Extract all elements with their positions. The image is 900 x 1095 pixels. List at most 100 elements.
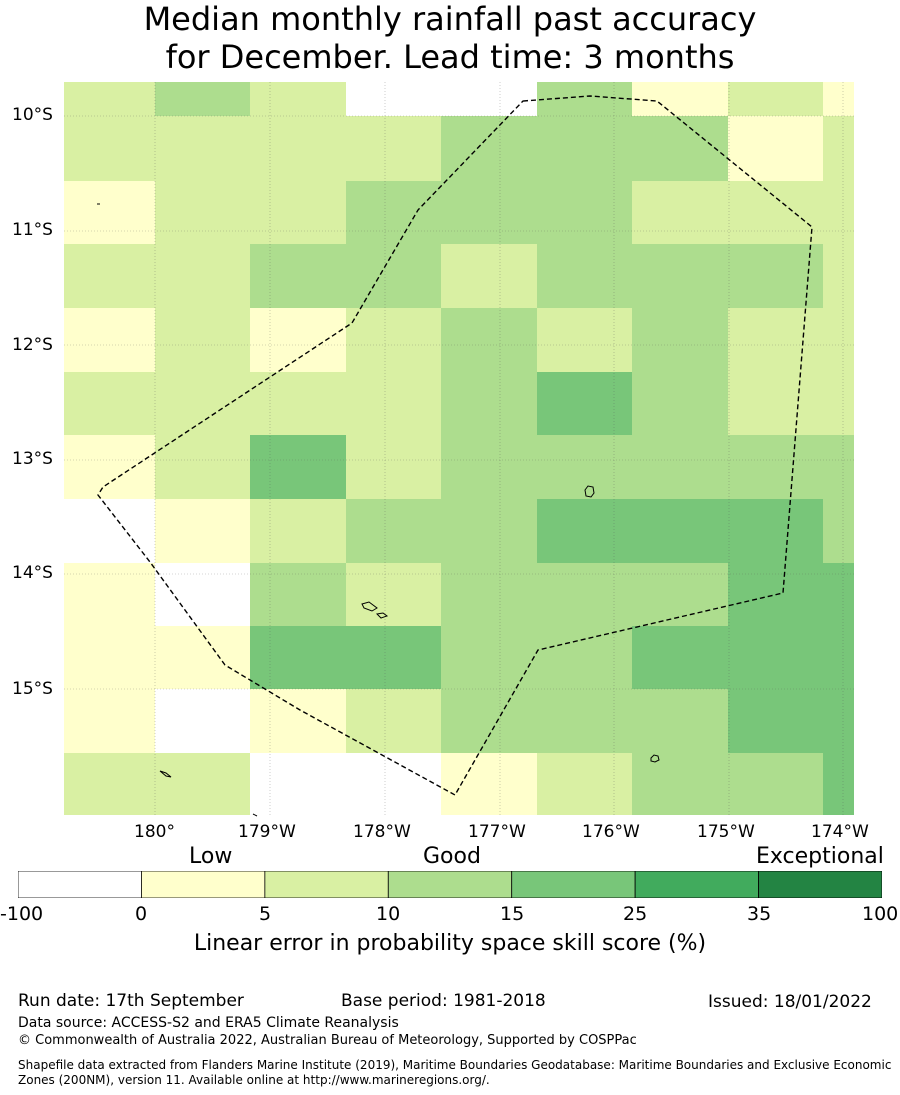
skill-cell (346, 689, 441, 753)
skill-cell (728, 181, 823, 244)
lat-label-10s: 10°S (12, 105, 53, 125)
lon-label-176w: 176°W (582, 822, 640, 842)
skill-cell (346, 372, 441, 435)
lat-label-15s: 15°S (12, 679, 53, 699)
skill-cell (155, 308, 250, 372)
skill-cell (537, 82, 632, 116)
island-swains (584, 485, 595, 498)
skill-cell (346, 626, 441, 689)
skill-cell (537, 181, 632, 244)
skill-cell (632, 181, 728, 244)
skill-cell (823, 499, 854, 563)
shapefile-credit-line-2: Zones (200NM), version 11. Available onl… (18, 1073, 490, 1087)
skill-cell (728, 435, 823, 499)
skill-cell (155, 435, 250, 499)
skill-cell (64, 435, 155, 499)
skill-cell (346, 181, 441, 244)
skill-cell (823, 626, 854, 689)
legend-swatch (511, 871, 636, 898)
skill-cell (346, 499, 441, 563)
legend-tick-0: 0 (135, 903, 148, 925)
skill-cell (728, 308, 823, 372)
skill-cell (441, 181, 537, 244)
skill-cell (537, 435, 632, 499)
skill-cell (250, 308, 346, 372)
skill-cell (632, 499, 728, 563)
lon-label-179w: 179°W (238, 822, 296, 842)
skill-cell (537, 116, 632, 181)
skill-cell (155, 499, 250, 563)
skill-cell (155, 689, 250, 753)
skill-cell (632, 308, 728, 372)
skill-cell (537, 244, 632, 308)
lon-label-174w: 174°W (811, 822, 869, 842)
skill-cell (441, 563, 537, 626)
skill-cell (64, 116, 155, 181)
title-line-1: Median monthly rainfall past accuracy (143, 0, 757, 38)
skill-cell (250, 563, 346, 626)
lat-label-14s: 14°S (12, 563, 53, 583)
skill-cell (155, 82, 250, 116)
skill-cell (250, 372, 346, 435)
run-date: Run date: 17th September (18, 991, 244, 1011)
lat-label-12s: 12°S (12, 335, 53, 355)
skill-cell (632, 753, 728, 815)
skill-cell (64, 563, 155, 626)
skill-cell (823, 82, 854, 116)
legend-tick-15: 15 (500, 903, 525, 925)
lat-label-11s: 11°S (12, 220, 53, 240)
copyright: © Commonwealth of Australia 2022, Austra… (18, 1033, 637, 1048)
skill-cell (64, 181, 155, 244)
skill-cell (823, 181, 854, 244)
skill-cell (155, 626, 250, 689)
skill-cell (64, 308, 155, 372)
skill-cell (537, 626, 632, 689)
skill-cell (728, 753, 823, 815)
legend-tick-25: 25 (623, 903, 648, 925)
eez-boundary (97, 95, 813, 796)
island-tokelau-west (159, 770, 172, 778)
skill-cell (250, 82, 346, 116)
map-title: Median monthly rainfall past accuracy fo… (0, 0, 900, 76)
legend-tick--100: -100 (0, 903, 44, 925)
skill-score-map (64, 82, 854, 817)
island-rose-atoll (650, 754, 660, 763)
graticule (64, 82, 854, 815)
skill-cell (728, 626, 823, 689)
skill-cell (250, 116, 346, 181)
skill-cell (346, 753, 441, 815)
skill-cell (823, 753, 854, 815)
skill-cell (537, 372, 632, 435)
legend-colorbar (18, 871, 882, 898)
skill-cell (250, 244, 346, 308)
skill-cell (823, 689, 854, 753)
skill-cell (346, 244, 441, 308)
skill-cell (250, 626, 346, 689)
skill-cell (441, 308, 537, 372)
legend-tick-10: 10 (376, 903, 401, 925)
skill-cell (632, 244, 728, 308)
island-south (252, 813, 258, 817)
skill-cell (441, 372, 537, 435)
skill-cell (441, 753, 537, 815)
lon-label-180: 180° (134, 822, 175, 842)
skill-cell (441, 499, 537, 563)
skill-cell (537, 689, 632, 753)
skill-grid (64, 82, 854, 815)
skill-cell (155, 181, 250, 244)
skill-cell (250, 753, 346, 815)
title-line-2: for December. Lead time: 3 months (165, 38, 735, 76)
skill-cell (155, 372, 250, 435)
legend-swatch (634, 871, 759, 898)
skill-cell (632, 372, 728, 435)
issued-date: Issued: 18/01/2022 (708, 992, 872, 1012)
lon-label-178w: 178°W (353, 822, 411, 842)
skill-cell (441, 689, 537, 753)
skill-cell (632, 689, 728, 753)
skill-cell (632, 82, 728, 116)
skill-cell (537, 563, 632, 626)
skill-cell (728, 244, 823, 308)
skill-cell (632, 626, 728, 689)
skill-cell (728, 82, 823, 116)
skill-cell (823, 244, 854, 308)
